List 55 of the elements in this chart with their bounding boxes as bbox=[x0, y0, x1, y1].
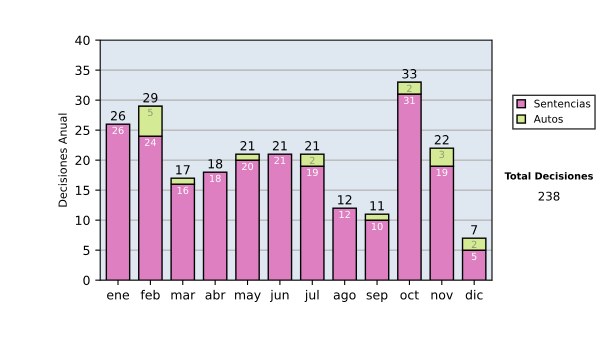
data-label: 21 bbox=[274, 156, 286, 164]
total-label: 7 bbox=[471, 225, 478, 234]
data-label: 5 bbox=[472, 252, 476, 260]
data-label: 24 bbox=[144, 138, 156, 146]
x-tick-label: jul bbox=[304, 290, 319, 302]
data-label: 26 bbox=[112, 126, 124, 134]
total-label: 22 bbox=[434, 135, 449, 144]
text: Total Decisiones bbox=[504, 172, 593, 180]
x-tick-label: abr bbox=[206, 290, 226, 300]
data-label: 16 bbox=[178, 186, 188, 194]
y-tick-label: 15 bbox=[76, 186, 90, 196]
x-tick-label: ago bbox=[334, 292, 356, 302]
y-tick-label: 20 bbox=[75, 156, 90, 166]
data-label: 2 bbox=[472, 240, 476, 248]
total-label: 26 bbox=[110, 111, 126, 121]
data-label: 12 bbox=[340, 210, 350, 218]
x-tick-label: nov bbox=[431, 292, 453, 300]
data-label: 19 bbox=[436, 168, 448, 176]
x-tick-label: oct bbox=[400, 290, 419, 300]
total-label: 17 bbox=[176, 165, 190, 174]
data-label: 20 bbox=[242, 162, 254, 170]
total-label: 12 bbox=[338, 195, 352, 204]
y-axis-title: Decisiones Anual bbox=[58, 114, 67, 207]
x-tick-label: ene bbox=[107, 292, 129, 300]
data-label: 31 bbox=[404, 96, 415, 104]
y-tick-label: 5 bbox=[83, 246, 90, 256]
data-label: 2 bbox=[407, 84, 412, 92]
x-tick-label: sep bbox=[366, 292, 388, 302]
legend-label: Autos bbox=[534, 115, 563, 123]
x-tick-label: feb bbox=[140, 290, 160, 300]
y-tick-label: 25 bbox=[75, 126, 90, 136]
data-label: 19 bbox=[307, 168, 318, 176]
y-tick-label: 30 bbox=[76, 96, 90, 106]
data-label: 10 bbox=[372, 222, 383, 230]
data-label: 2 bbox=[310, 156, 314, 164]
y-tick-label: 35 bbox=[76, 66, 90, 76]
x-tick-label: dic bbox=[466, 290, 483, 300]
data-label: 5 bbox=[148, 108, 153, 116]
total-label: 21 bbox=[272, 141, 287, 150]
data-label: 18 bbox=[210, 174, 221, 182]
total-label: 33 bbox=[402, 69, 416, 79]
total-label: 21 bbox=[305, 141, 320, 150]
total-label: 21 bbox=[240, 141, 254, 150]
x-tick-label: mar bbox=[171, 292, 196, 300]
x-tick-label: jun bbox=[270, 290, 289, 302]
x-tick-label: may bbox=[235, 292, 261, 302]
total-label: 29 bbox=[143, 93, 158, 103]
total-label: 18 bbox=[208, 159, 222, 169]
total-label: 11 bbox=[370, 201, 384, 210]
legend-label: Sentencias bbox=[534, 99, 590, 108]
text: 238 bbox=[538, 192, 560, 201]
y-tick-label: 40 bbox=[75, 36, 90, 46]
y-tick-label: 10 bbox=[76, 216, 90, 226]
data-label: 3 bbox=[439, 150, 444, 158]
y-tick-label: 0 bbox=[83, 276, 90, 286]
